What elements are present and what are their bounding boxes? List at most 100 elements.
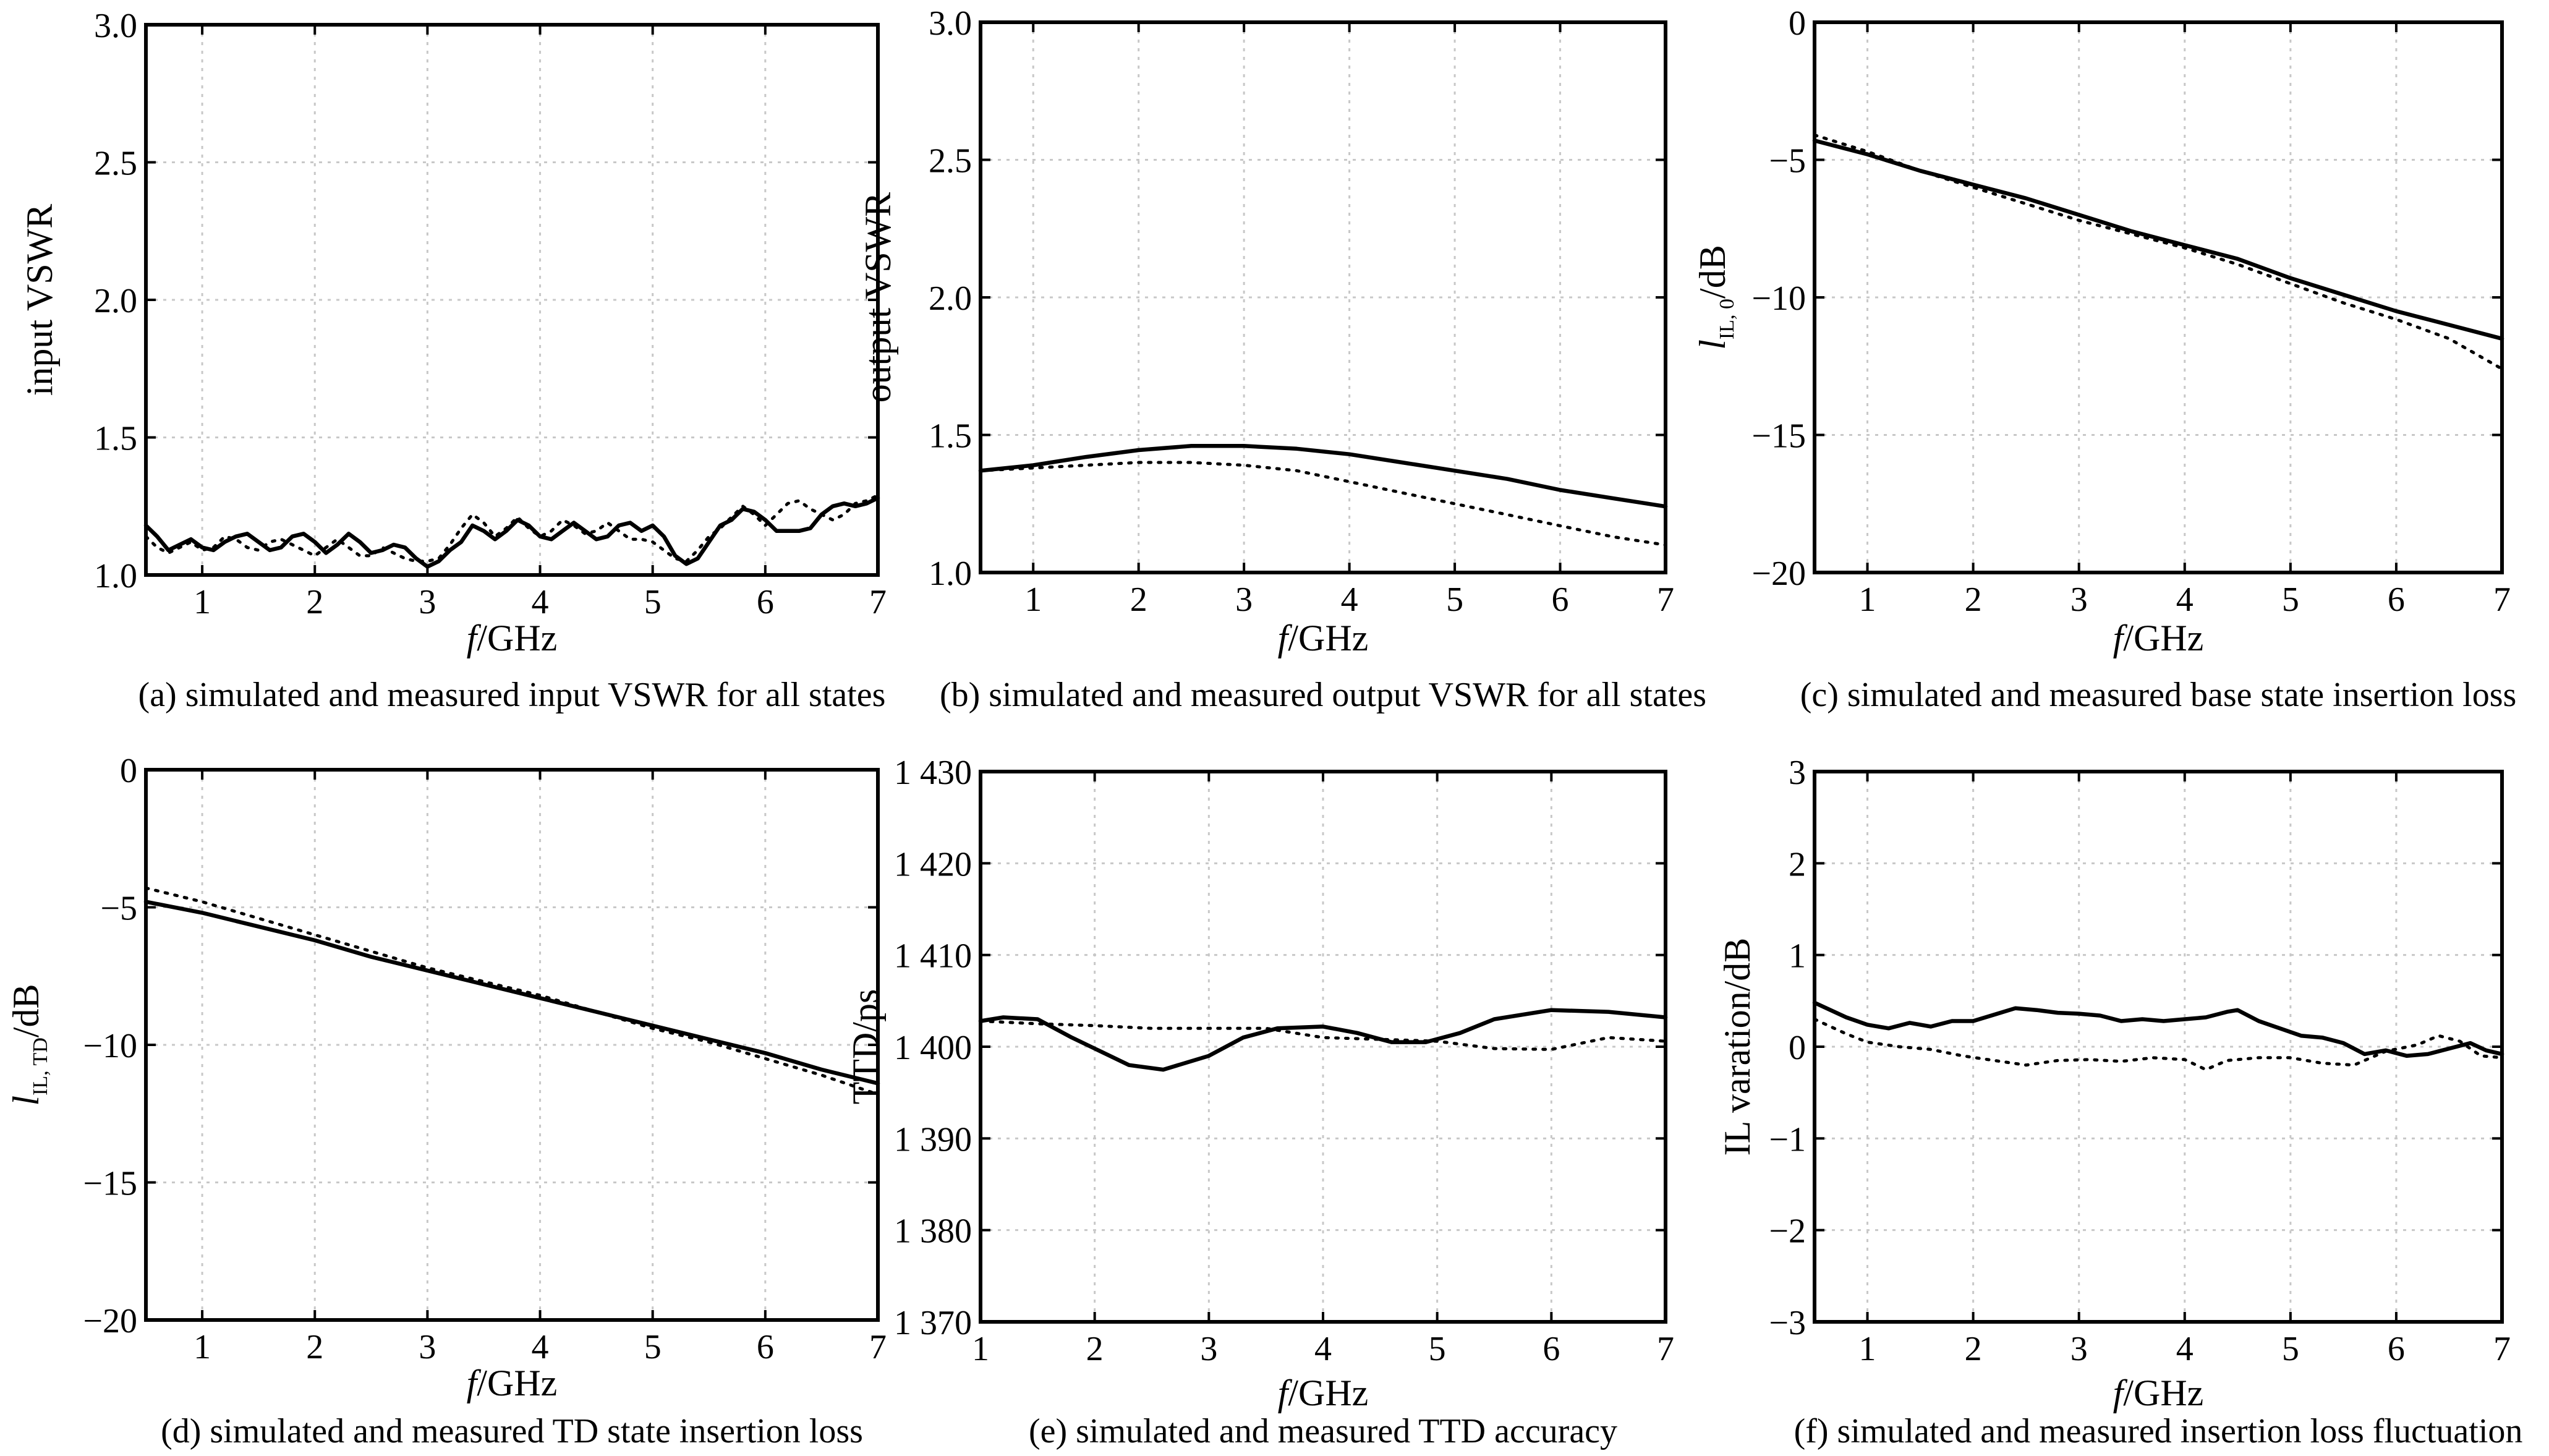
x-tick-label: 4 bbox=[2176, 581, 2194, 619]
x-tick-label: 1 bbox=[972, 1330, 989, 1368]
y-tick-label: 3.0 bbox=[929, 4, 972, 43]
x-tick-label: 5 bbox=[1446, 581, 1463, 619]
x-axis-label: f/GHz bbox=[2113, 618, 2204, 658]
x-tick-label: 1 bbox=[1024, 581, 1042, 619]
y-tick-label: 2.5 bbox=[94, 145, 137, 183]
panel-b-output-vswr-chart: output VSWR f/GHz (b) simulated and meas… bbox=[857, 4, 1706, 714]
y-tick-label: 0 bbox=[120, 752, 137, 790]
x-tick-label: 5 bbox=[644, 583, 662, 621]
y-tick-label: −10 bbox=[83, 1027, 137, 1065]
panel-d-td-state-insertion-loss-chart: lIL, TD/dB f/GHz (d) simulated and measu… bbox=[6, 752, 887, 1450]
x-tick-label: 6 bbox=[757, 1328, 774, 1366]
x-tick-label: 5 bbox=[644, 1328, 662, 1366]
plot-frame bbox=[144, 768, 880, 1322]
x-tick-label: 4 bbox=[1341, 581, 1358, 619]
x-tick-label: 2 bbox=[1965, 1330, 1982, 1368]
grid-and-ticks bbox=[146, 768, 879, 1321]
y-tick-label: 0 bbox=[1789, 4, 1806, 43]
panel-c-base-state-insertion-loss-chart: lIL, 0/dB f/GHz (c) simulated and measur… bbox=[1692, 4, 2516, 714]
x-tick-label: 4 bbox=[1314, 1330, 1332, 1368]
y-tick-label: 1.0 bbox=[929, 555, 972, 593]
series-line-solid bbox=[143, 900, 880, 1086]
y-tick-label: 1.0 bbox=[94, 557, 137, 595]
y-tick-label: 0 bbox=[1789, 1029, 1806, 1067]
x-tick-label: 5 bbox=[1429, 1330, 1446, 1368]
panel-a-input-vswr-chart: input VSWR f/GHz (a) simulated and measu… bbox=[19, 7, 887, 714]
x-tick-label: 5 bbox=[2282, 1330, 2299, 1368]
x-tick-label: 4 bbox=[532, 583, 549, 621]
series-line-solid bbox=[143, 496, 880, 569]
y-tick-label: 1 420 bbox=[894, 845, 972, 883]
y-tick-label: 1 430 bbox=[894, 754, 972, 792]
y-tick-label: −20 bbox=[83, 1302, 137, 1340]
y-tick-label: 3.0 bbox=[94, 7, 137, 45]
y-tick-label: −15 bbox=[1751, 417, 1806, 456]
y-axis-label: IL varation/dB bbox=[1717, 938, 1758, 1156]
y-tick-label: −3 bbox=[1769, 1304, 1806, 1342]
panel-caption: (b) simulated and measured output VSWR f… bbox=[940, 676, 1706, 714]
x-axis-label: f/GHz bbox=[2113, 1373, 2204, 1413]
x-tick-label: 3 bbox=[419, 583, 436, 621]
x-tick-label: 4 bbox=[2176, 1330, 2194, 1368]
panel-e-ttd-accuracy-chart: TTD/ps f/GHz (e) simulated and measured … bbox=[845, 754, 1674, 1450]
x-tick-label: 7 bbox=[2493, 1330, 2511, 1368]
series-line-solid bbox=[978, 444, 1668, 509]
y-tick-label: 2.0 bbox=[929, 279, 972, 318]
panel-caption: (a) simulated and measured input VSWR fo… bbox=[138, 676, 886, 714]
series-line-dotted bbox=[979, 1020, 1667, 1051]
panel-caption: (e) simulated and measured TTD accuracy bbox=[1029, 1412, 1617, 1450]
y-axis-label: input VSWR bbox=[19, 204, 60, 396]
y-tick-label: 2 bbox=[1789, 845, 1806, 883]
x-tick-label: 7 bbox=[2493, 581, 2511, 619]
x-tick-label: 1 bbox=[194, 1328, 211, 1366]
x-tick-label: 3 bbox=[419, 1328, 436, 1366]
x-tick-label: 2 bbox=[306, 1328, 323, 1366]
x-tick-label: 7 bbox=[869, 583, 887, 621]
x-axis-label: f/GHz bbox=[467, 1363, 558, 1403]
y-tick-label: 2.0 bbox=[94, 282, 137, 320]
x-tick-label: 3 bbox=[1200, 1330, 1217, 1368]
x-axis-label: f/GHz bbox=[1278, 618, 1369, 658]
series-line-dotted bbox=[1813, 1018, 2504, 1071]
x-tick-label: 7 bbox=[1657, 581, 1674, 619]
y-tick-label: 3 bbox=[1789, 754, 1806, 792]
y-tick-label: −10 bbox=[1751, 279, 1806, 318]
plot-frame bbox=[979, 20, 1667, 574]
x-tick-label: 5 bbox=[2282, 581, 2299, 619]
grid-and-ticks bbox=[1815, 21, 2503, 574]
x-tick-label: 6 bbox=[2388, 581, 2405, 619]
x-tick-label: 7 bbox=[869, 1328, 887, 1366]
y-tick-label: 1 400 bbox=[894, 1029, 972, 1067]
y-tick-label: −2 bbox=[1769, 1212, 1806, 1251]
x-tick-label: 1 bbox=[1859, 1330, 1876, 1368]
x-tick-label: 6 bbox=[757, 583, 774, 621]
grid-and-ticks bbox=[1815, 770, 2503, 1323]
y-tick-label: −20 bbox=[1751, 555, 1806, 593]
y-tick-label: 1 bbox=[1789, 937, 1806, 976]
x-tick-label: 1 bbox=[1859, 581, 1876, 619]
y-tick-label: 2.5 bbox=[929, 142, 972, 181]
grid-and-ticks bbox=[146, 23, 879, 576]
plot-frame bbox=[1813, 770, 2504, 1324]
x-axis-label: f/GHz bbox=[467, 618, 558, 658]
series-line-dotted bbox=[979, 461, 1667, 547]
panel-f-insertion-loss-fluctuation-chart: IL varation/dB f/GHz (f) simulated and m… bbox=[1717, 754, 2522, 1450]
x-tick-label: 2 bbox=[306, 583, 323, 621]
y-axis-label: lIL, TD/dB bbox=[6, 984, 52, 1105]
series-line-dotted bbox=[144, 493, 880, 563]
series-line-solid bbox=[978, 1008, 1668, 1072]
y-axis-label: TTD/ps bbox=[845, 989, 886, 1105]
series-line-dotted bbox=[1813, 133, 2504, 371]
plot-frame bbox=[979, 770, 1667, 1324]
panel-caption: (d) simulated and measured TD state inse… bbox=[161, 1412, 863, 1450]
y-tick-label: −5 bbox=[100, 890, 137, 928]
x-tick-label: 1 bbox=[194, 583, 211, 621]
panel-caption: (c) simulated and measured base state in… bbox=[1800, 676, 2517, 714]
plot-frame bbox=[144, 23, 880, 577]
plot-frame bbox=[1813, 20, 2504, 574]
x-tick-label: 2 bbox=[1086, 1330, 1104, 1368]
y-tick-label: −1 bbox=[1769, 1120, 1806, 1159]
x-tick-label: 4 bbox=[532, 1328, 549, 1366]
x-tick-label: 6 bbox=[1543, 1330, 1560, 1368]
series-line-dotted bbox=[144, 886, 880, 1096]
